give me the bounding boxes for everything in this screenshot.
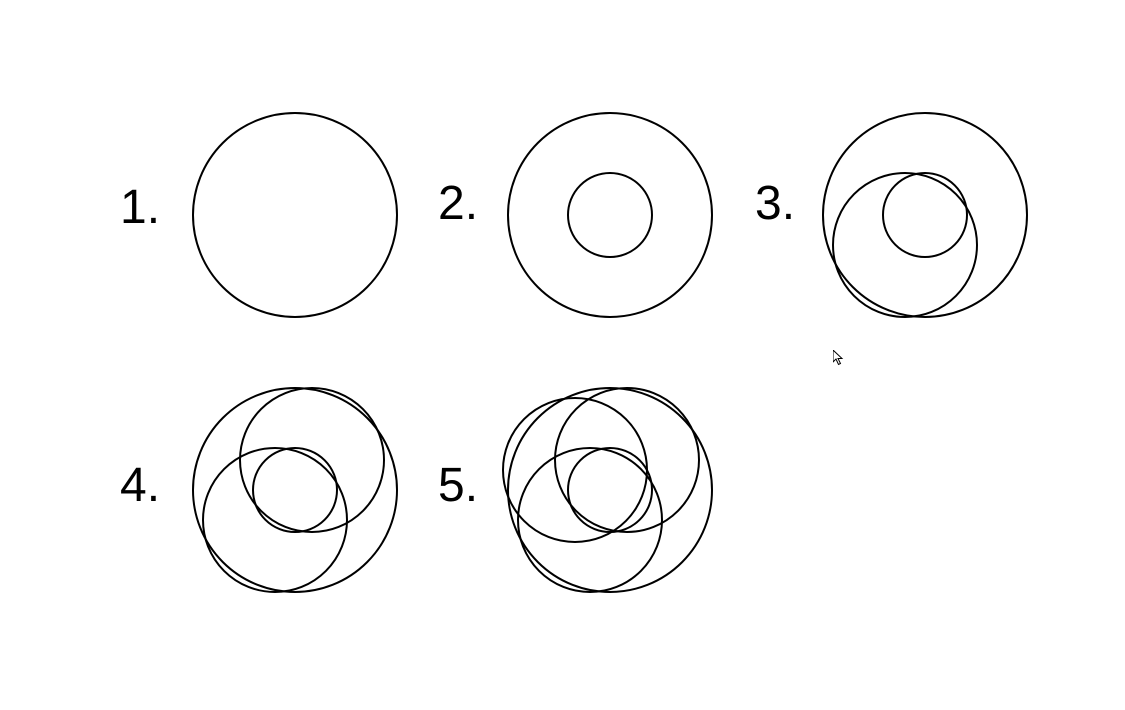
circle-1-1: [193, 113, 397, 317]
circle-5-5: [503, 398, 647, 542]
circle-2-1: [508, 113, 712, 317]
circle-5-2: [568, 448, 652, 532]
circle-5-1: [508, 388, 712, 592]
circle-3-2: [883, 173, 967, 257]
circle-4-1: [193, 388, 397, 592]
panel-label-4: 4.: [120, 458, 160, 513]
panel-diagram-1: [180, 110, 410, 340]
panel-label-5: 5.: [438, 458, 478, 513]
circle-2-2: [568, 173, 652, 257]
circle-4-2: [253, 448, 337, 532]
panel-label-3: 3.: [755, 176, 795, 231]
circle-3-1: [823, 113, 1027, 317]
panel-diagram-5: [495, 385, 725, 615]
circle-5-4: [555, 388, 699, 532]
panel-label-1: 1.: [120, 180, 160, 235]
panel-diagram-3: [810, 110, 1040, 340]
panel-diagram-4: [180, 385, 410, 615]
panel-label-2: 2.: [438, 176, 478, 231]
circle-4-4: [240, 388, 384, 532]
cursor-icon: [833, 350, 845, 366]
panel-diagram-2: [495, 110, 725, 340]
